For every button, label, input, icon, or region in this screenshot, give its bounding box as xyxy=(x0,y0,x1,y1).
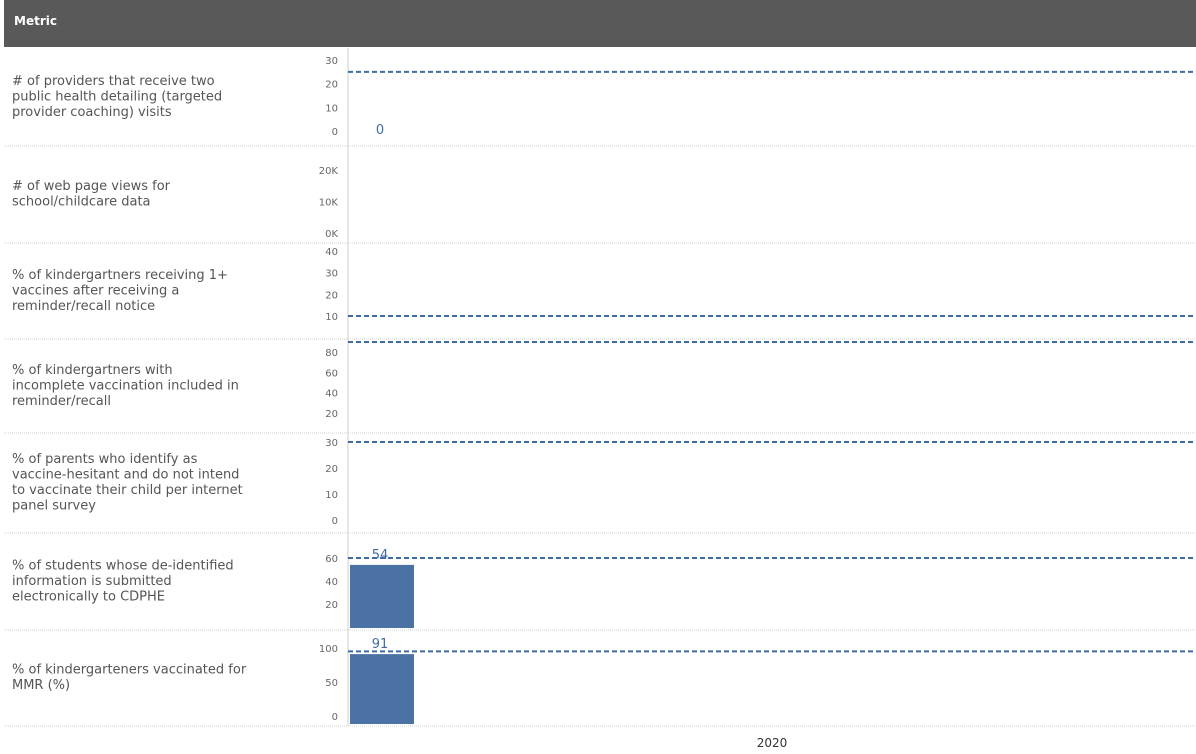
y-tick-label: 40 xyxy=(325,389,338,400)
metric-label-line: % of kindergartners receiving 1+ xyxy=(12,268,228,283)
header-bar: Metric xyxy=(4,0,1196,47)
metric-label-line: reminder/recall xyxy=(12,394,111,409)
y-tick-label: 20 xyxy=(325,409,338,420)
metric-label-line: provider coaching) visits xyxy=(12,105,172,120)
data-bar xyxy=(350,654,414,724)
y-tick-label: 10 xyxy=(325,312,338,323)
y-tick-label: 0 xyxy=(332,712,338,723)
y-tick-label: 30 xyxy=(325,56,338,67)
metric-label-line: % of kindergarteners vaccinated for xyxy=(12,663,247,678)
y-tick-label: 20 xyxy=(325,290,338,301)
y-tick-label: 30 xyxy=(325,438,338,449)
metric-label-line: panel survey xyxy=(12,499,96,514)
data-value-label: 54 xyxy=(372,548,389,563)
metric-label-line: school/childcare data xyxy=(12,195,151,210)
y-tick-label: 60 xyxy=(325,368,338,379)
y-tick-label: 0 xyxy=(332,516,338,527)
metric-label-line: # of providers that receive two xyxy=(12,74,215,89)
data-value-label: 0 xyxy=(376,123,384,138)
metric-label-line: reminder/recall notice xyxy=(12,299,155,314)
metric-label-line: electronically to CDPHE xyxy=(12,589,165,604)
y-tick-label: 20K xyxy=(319,166,339,177)
y-tick-label: 20 xyxy=(325,80,338,91)
metric-label-line: % of students whose de-identified xyxy=(12,558,234,573)
y-tick-label: 40 xyxy=(325,247,338,258)
metric-label-line: vaccine-hesitant and do not intend xyxy=(12,468,239,483)
metric-label-line: % of parents who identify as xyxy=(12,452,198,467)
y-tick-label: 50 xyxy=(325,678,338,689)
metric-label-line: MMR (%) xyxy=(12,678,70,693)
y-tick-label: 20 xyxy=(325,464,338,475)
y-tick-label: 10K xyxy=(319,198,339,209)
y-tick-label: 80 xyxy=(325,348,338,359)
metric-label-line: vaccines after receiving a xyxy=(12,283,179,298)
y-tick-label: 10 xyxy=(325,103,338,114)
y-tick-label: 0K xyxy=(325,229,338,240)
y-tick-label: 60 xyxy=(325,554,338,565)
y-tick-label: 40 xyxy=(325,577,338,588)
y-tick-label: 30 xyxy=(325,269,338,280)
metric-label-line: % of kindergartners with xyxy=(12,363,173,378)
data-bar xyxy=(350,564,414,628)
metric-label-line: public health detailing (targeted xyxy=(12,89,222,104)
data-value-label: 91 xyxy=(372,637,389,652)
y-tick-label: 10 xyxy=(325,490,338,501)
metric-label-line: information is submitted xyxy=(12,574,172,589)
metric-label-line: # of web page views for xyxy=(12,179,171,194)
metric-label-line: to vaccinate their child per internet xyxy=(12,483,243,498)
y-tick-label: 0 xyxy=(332,127,338,138)
y-tick-label: 100 xyxy=(319,644,338,655)
metric-column-header: Metric xyxy=(14,14,57,28)
x-axis-label: 2020 xyxy=(756,736,788,750)
y-tick-label: 20 xyxy=(325,600,338,611)
metric-label-line: incomplete vaccination included in xyxy=(12,378,239,393)
